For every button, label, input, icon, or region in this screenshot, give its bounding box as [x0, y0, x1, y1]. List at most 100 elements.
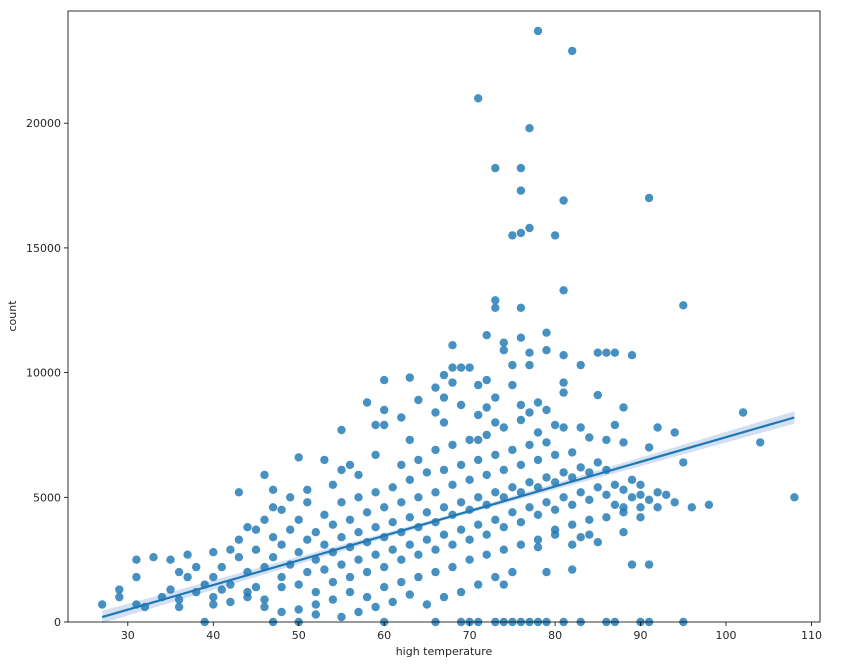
data-point: [388, 597, 397, 607]
y-axis-label: count: [6, 300, 19, 332]
data-point: [397, 555, 406, 564]
data-point: [516, 333, 526, 342]
data-point: [499, 580, 508, 589]
data-point: [303, 485, 312, 494]
data-point: [474, 580, 483, 589]
data-point: [525, 503, 534, 512]
data-point: [456, 460, 466, 470]
data-point: [627, 560, 637, 569]
data-point: [508, 360, 517, 370]
x-tick-label: 30: [121, 629, 135, 642]
data-point: [474, 493, 483, 502]
data-point: [593, 458, 602, 467]
data-point: [482, 430, 491, 440]
data-point: [226, 545, 235, 554]
data-point: [243, 523, 252, 532]
x-tick-label: 40: [206, 629, 220, 642]
data-point: [311, 610, 320, 619]
data-point: [354, 470, 363, 480]
data-point: [593, 348, 602, 357]
data-point: [337, 425, 346, 435]
data-point: [790, 493, 799, 502]
data-point: [465, 555, 474, 564]
data-point: [362, 567, 372, 577]
data-point: [380, 582, 389, 592]
data-point: [679, 301, 688, 310]
data-point: [294, 548, 303, 557]
data-point: [380, 405, 389, 415]
data-point: [448, 540, 457, 549]
data-point: [533, 428, 543, 437]
data-point: [679, 458, 688, 467]
data-point: [174, 595, 184, 604]
data-point: [465, 475, 474, 484]
data-point: [482, 530, 491, 539]
data-point: [576, 360, 585, 370]
data-point: [192, 562, 201, 572]
data-point: [491, 450, 500, 460]
data-point: [414, 550, 423, 559]
data-point: [559, 286, 568, 295]
data-point: [354, 493, 363, 502]
data-point: [525, 408, 534, 417]
data-point: [149, 553, 158, 562]
data-point: [209, 600, 218, 609]
data-point: [602, 348, 611, 357]
data-point: [636, 490, 645, 499]
data-point: [636, 513, 645, 522]
data-point: [542, 328, 551, 337]
data-point: [482, 550, 491, 559]
data-point: [422, 535, 432, 544]
data-point: [516, 303, 526, 312]
data-point: [576, 533, 585, 542]
data-point: [260, 595, 269, 604]
data-point: [619, 485, 628, 494]
data-point: [525, 348, 534, 357]
data-point: [337, 498, 346, 507]
data-point: [516, 186, 526, 195]
data-point: [397, 413, 406, 422]
y-tick-label: 0: [54, 616, 61, 629]
data-point: [559, 196, 568, 205]
data-point: [533, 543, 543, 552]
data-point: [345, 515, 355, 524]
data-point: [499, 465, 508, 475]
data-point: [465, 535, 474, 544]
data-point: [303, 535, 312, 544]
data-point: [491, 163, 500, 173]
data-point: [226, 597, 235, 607]
data-point: [482, 331, 491, 340]
data-point: [354, 528, 363, 537]
data-point: [585, 495, 594, 504]
data-point: [653, 503, 662, 512]
regression-line-group: [101, 416, 795, 619]
data-point: [499, 338, 508, 347]
data-point: [98, 600, 107, 609]
data-point: [482, 403, 491, 412]
data-point: [388, 483, 397, 492]
data-point: [662, 490, 671, 499]
data-point: [414, 493, 423, 502]
data-point: [166, 585, 175, 594]
data-point: [533, 510, 543, 519]
data-point: [516, 460, 526, 470]
data-point: [448, 480, 457, 489]
data-point: [456, 498, 466, 507]
data-point: [294, 515, 303, 524]
y-tick-label: 10000: [26, 367, 61, 380]
data-point: [568, 540, 577, 549]
data-point: [559, 388, 568, 397]
data-point: [439, 465, 449, 475]
data-point: [738, 408, 748, 417]
data-point: [371, 523, 380, 532]
data-point: [627, 475, 637, 484]
data-point: [328, 480, 338, 489]
x-tick-label: 90: [634, 629, 648, 642]
data-point: [533, 398, 543, 407]
data-point: [388, 545, 397, 554]
data-point: [542, 567, 551, 577]
data-point: [183, 572, 192, 582]
data-point: [422, 508, 432, 517]
data-point: [585, 468, 594, 477]
data-point: [448, 363, 457, 372]
